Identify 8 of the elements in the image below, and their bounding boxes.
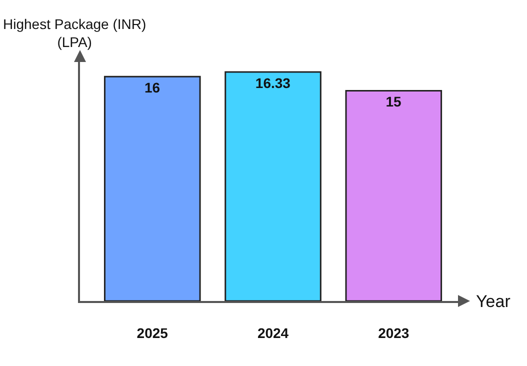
x-axis-title: Year xyxy=(476,292,511,311)
data-label: 16 xyxy=(144,80,160,96)
x-tick-label: 2025 xyxy=(136,324,168,341)
x-tick-label: 2024 xyxy=(257,324,289,341)
data-label: 16.33 xyxy=(255,75,291,92)
x-tick-label: 2023 xyxy=(378,324,410,341)
y-axis-title: Highest Package (INR) (LPA) xyxy=(3,16,146,50)
data-label: 15 xyxy=(386,94,402,110)
